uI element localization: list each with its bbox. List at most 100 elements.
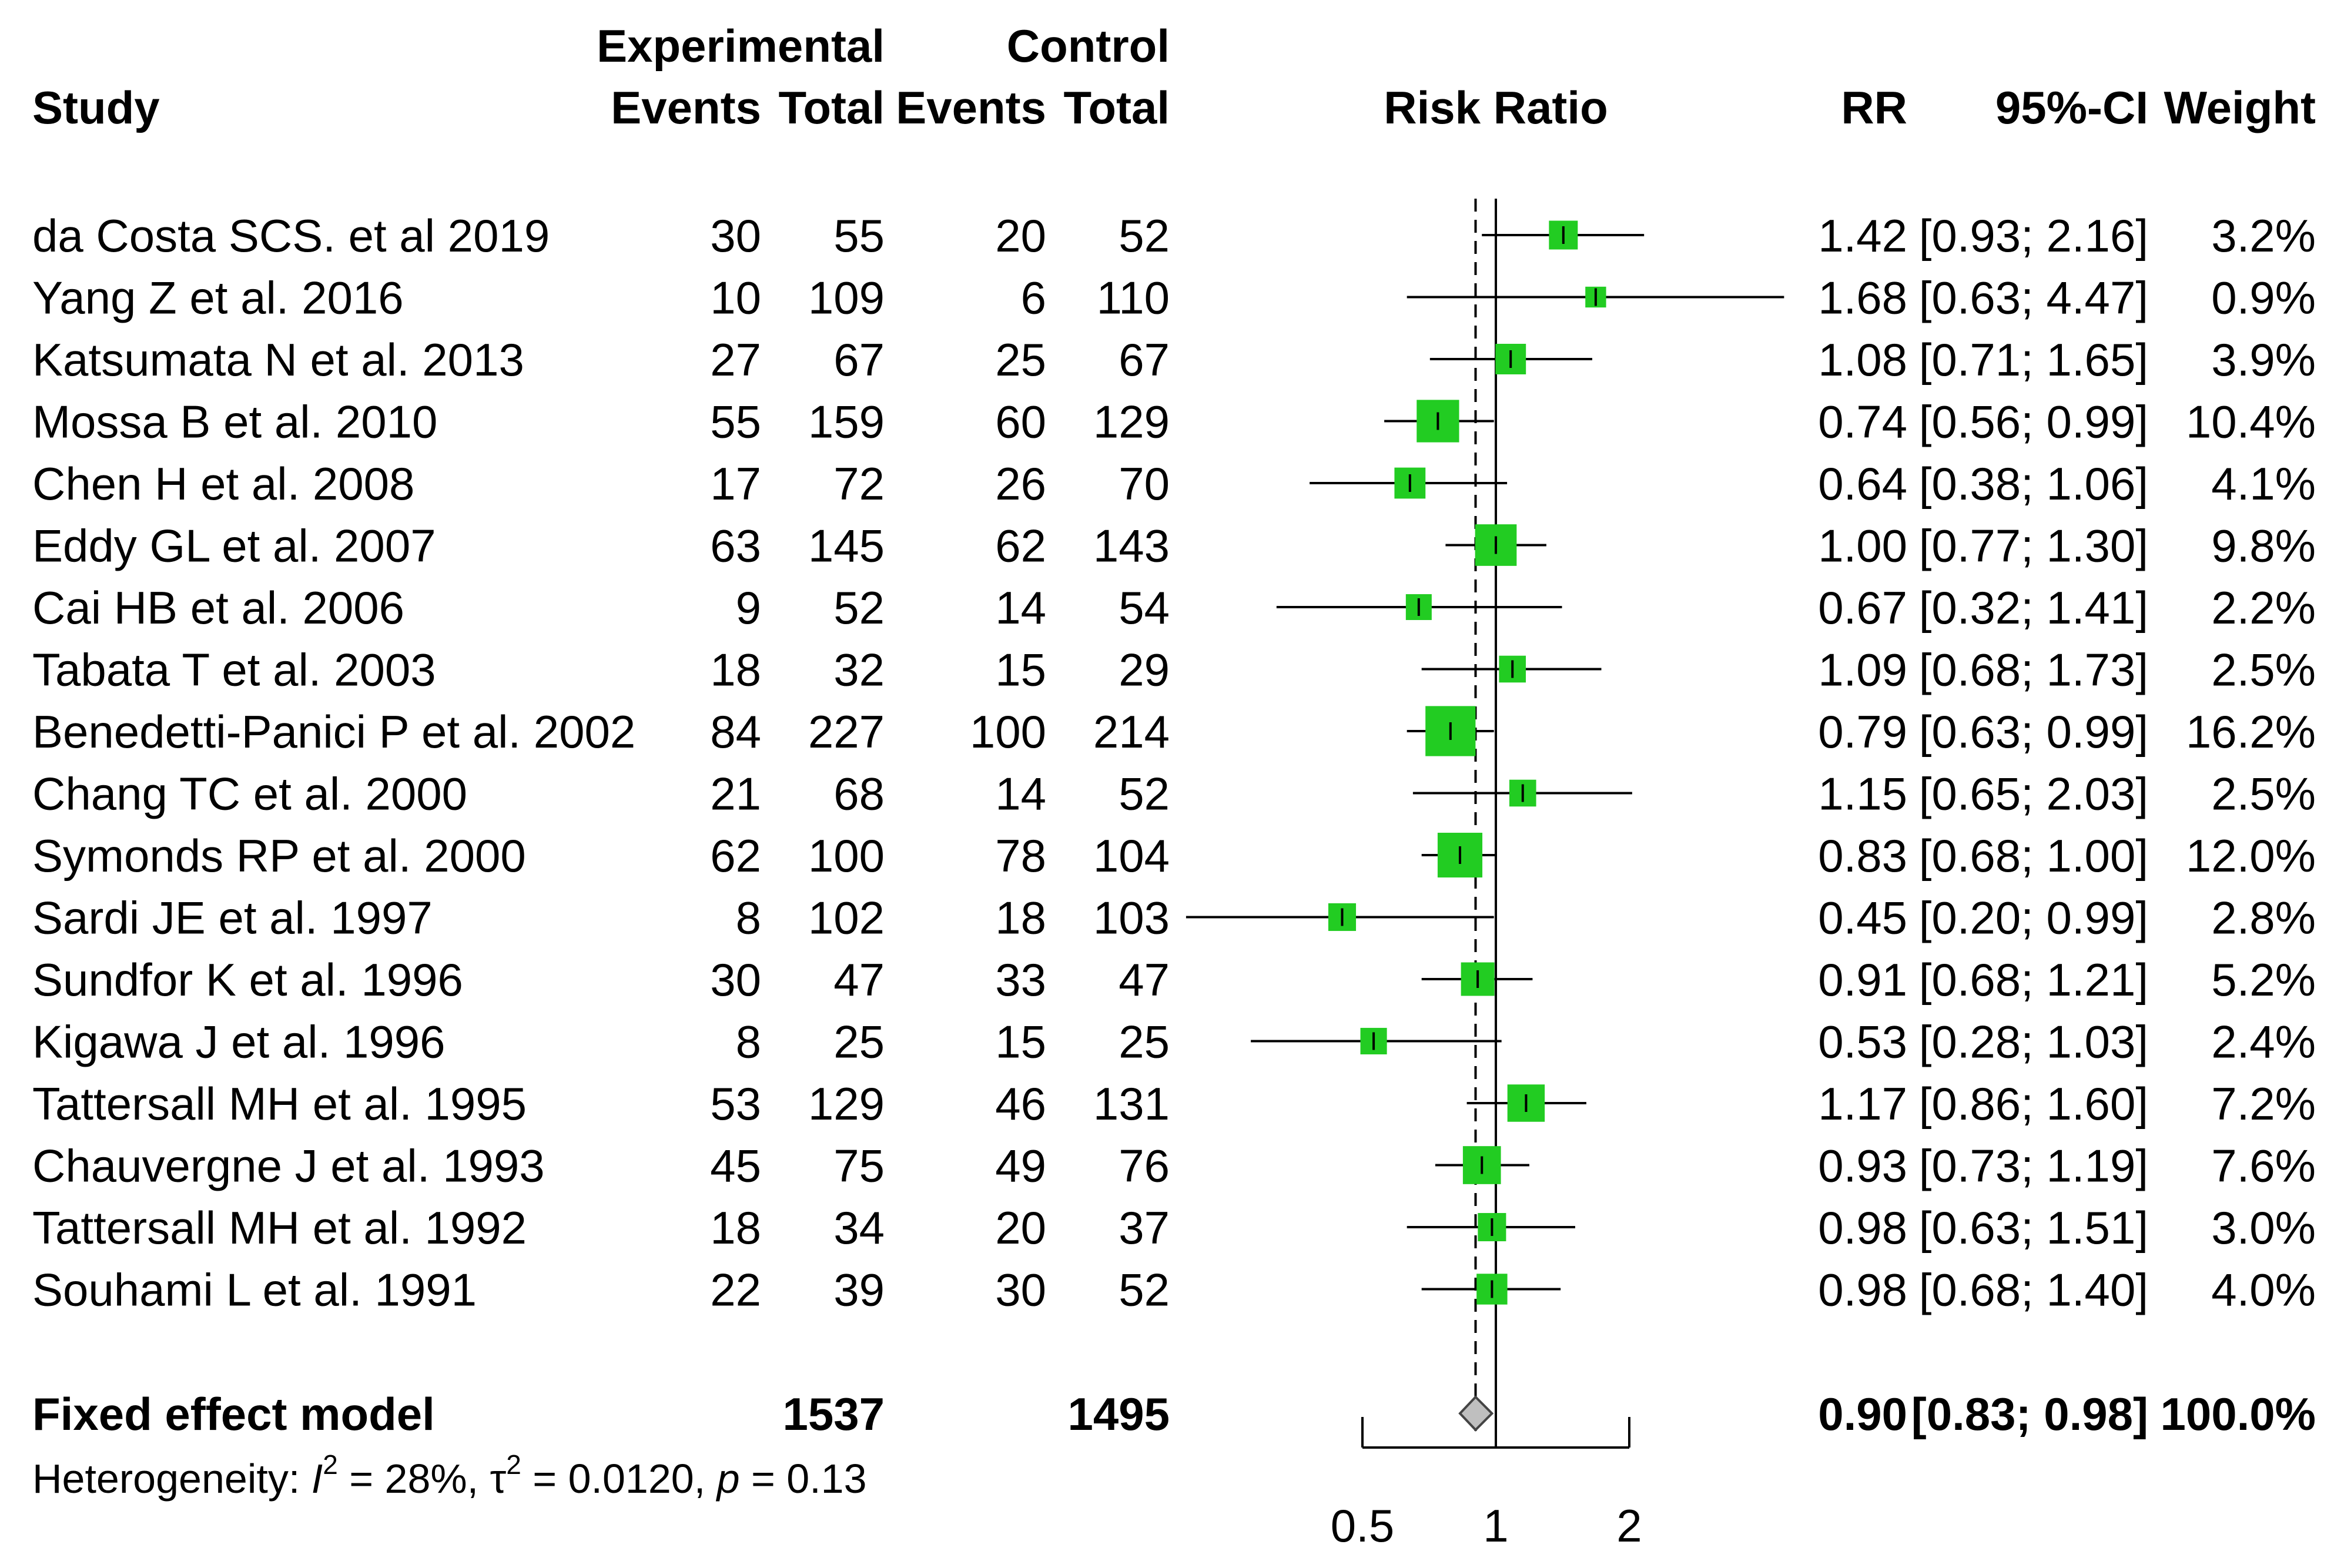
pooled-ci: [0.83; 0.98] <box>1911 1388 2148 1440</box>
ci-value: [0.38; 1.06] <box>1919 458 2148 510</box>
rr-value: 1.42 <box>1818 210 1907 262</box>
rr-value: 1.09 <box>1818 644 1907 696</box>
ctrl-events: 18 <box>995 892 1046 944</box>
rr-value: 0.74 <box>1818 396 1907 448</box>
rr-value: 0.83 <box>1818 830 1907 882</box>
exp-events: 45 <box>710 1140 761 1192</box>
ctrl-total: 76 <box>1119 1140 1170 1192</box>
het-p-value: = 0.13 <box>740 1456 867 1502</box>
rr-value: 0.98 <box>1818 1264 1907 1316</box>
exp-events: 8 <box>736 1016 761 1068</box>
weight-value: 7.2% <box>2211 1078 2316 1130</box>
rr-value: 1.00 <box>1818 520 1907 572</box>
header-control: Control <box>1007 20 1170 72</box>
ci-value: [0.63; 4.47] <box>1919 272 2148 324</box>
ctrl-total: 37 <box>1119 1202 1170 1254</box>
ci-value: [0.77; 1.30] <box>1919 520 2148 572</box>
ctrl-total: 54 <box>1119 582 1170 634</box>
pooled-diamond <box>1458 1395 1494 1432</box>
ctrl-events: 30 <box>995 1264 1046 1316</box>
header-ctrl-total: Total <box>1063 82 1170 133</box>
pooled-ctrl-total: 1495 <box>1067 1388 1170 1440</box>
study-name: Eddy GL et al. 2007 <box>32 520 436 572</box>
ctrl-events: 33 <box>995 954 1046 1006</box>
exp-total: 25 <box>833 1016 885 1068</box>
exp-total: 109 <box>808 272 885 324</box>
pooled-rr: 0.90 <box>1818 1388 1907 1440</box>
exp-total: 39 <box>833 1264 885 1316</box>
ctrl-total: 110 <box>1097 272 1170 324</box>
exp-total: 75 <box>833 1140 885 1192</box>
exp-total: 68 <box>833 768 885 820</box>
ctrl-total: 214 <box>1093 706 1170 758</box>
het-i2-symbol: I <box>312 1456 323 1502</box>
exp-events: 21 <box>710 768 761 820</box>
study-name: Chauvergne J et al. 1993 <box>32 1140 545 1192</box>
rr-value: 1.68 <box>1818 272 1907 324</box>
het-prefix: Heterogeneity: <box>32 1456 312 1502</box>
exp-events: 18 <box>710 644 761 696</box>
ctrl-total: 67 <box>1119 334 1170 386</box>
ctrl-events: 15 <box>995 1016 1046 1068</box>
exp-total: 55 <box>833 210 885 262</box>
exp-total: 100 <box>808 830 885 882</box>
study-name: Benedetti-Panici P et al. 2002 <box>32 706 635 758</box>
study-name: Tattersall MH et al. 1995 <box>32 1078 527 1130</box>
het-tau-symbol: τ <box>490 1456 507 1502</box>
weight-value: 0.9% <box>2211 272 2316 324</box>
exp-events: 17 <box>710 458 761 510</box>
ci-value: [0.68; 1.00] <box>1919 830 2148 882</box>
exp-events: 53 <box>710 1078 761 1130</box>
weight-value: 4.1% <box>2211 458 2316 510</box>
ctrl-total: 131 <box>1093 1078 1170 1130</box>
ctrl-events: 100 <box>970 706 1046 758</box>
exp-total: 227 <box>808 706 885 758</box>
weight-value: 2.4% <box>2211 1016 2316 1068</box>
study-name: Chang TC et al. 2000 <box>32 768 467 820</box>
ci-value: [0.28; 1.03] <box>1919 1016 2148 1068</box>
weight-value: 3.9% <box>2211 334 2316 386</box>
rr-value: 0.64 <box>1818 458 1907 510</box>
weight-value: 2.8% <box>2211 892 2316 944</box>
ci-value: [0.63; 1.51] <box>1919 1202 2148 1254</box>
study-name: Cai HB et al. 2006 <box>32 582 404 634</box>
weight-value: 12.0% <box>2186 830 2316 882</box>
study-name: Symonds RP et al. 2000 <box>32 830 526 882</box>
exp-total: 32 <box>833 644 885 696</box>
x-axis-tick-label: 1 <box>1483 1500 1508 1552</box>
header-ctrl-events: Events <box>896 82 1046 133</box>
exp-events: 63 <box>710 520 761 572</box>
exp-events: 62 <box>710 830 761 882</box>
header-exp-total: Total <box>778 82 885 133</box>
ctrl-events: 25 <box>995 334 1046 386</box>
ctrl-events: 26 <box>995 458 1046 510</box>
plot-area: 0.5 1 2 <box>1186 199 1784 1552</box>
heterogeneity-text: Heterogeneity: I2 = 28%, τ2 = 0.0120, p … <box>32 1449 867 1502</box>
ctrl-events: 20 <box>995 1202 1046 1254</box>
exp-events: 30 <box>710 210 761 262</box>
weight-value: 10.4% <box>2186 396 2316 448</box>
het-p-symbol: p <box>716 1456 740 1502</box>
study-rows: da Costa SCS. et al 2019 30 55 20 52 1.42 [0.9… <box>32 210 2316 1316</box>
exp-total: 47 <box>833 954 885 1006</box>
weight-value: 2.5% <box>2211 644 2316 696</box>
het-i2-exp: 2 <box>323 1449 338 1480</box>
ctrl-total: 104 <box>1093 830 1170 882</box>
exp-events: 18 <box>710 1202 761 1254</box>
ci-value: [0.20; 0.99] <box>1919 892 2148 944</box>
exp-events: 9 <box>736 582 761 634</box>
exp-events: 84 <box>710 706 761 758</box>
ctrl-total: 70 <box>1119 458 1170 510</box>
ci-value: [0.65; 2.03] <box>1919 768 2148 820</box>
ci-value: [0.86; 1.60] <box>1919 1078 2148 1130</box>
study-name: Tattersall MH et al. 1992 <box>32 1202 527 1254</box>
study-name: Tabata T et al. 2003 <box>32 644 436 696</box>
ctrl-events: 20 <box>995 210 1046 262</box>
exp-total: 52 <box>833 582 885 634</box>
rr-value: 1.15 <box>1818 768 1907 820</box>
pooled-label: Fixed effect model <box>32 1388 435 1440</box>
ci-value: [0.32; 1.41] <box>1919 582 2148 634</box>
ctrl-total: 103 <box>1093 892 1170 944</box>
exp-events: 10 <box>710 272 761 324</box>
study-name: Yang Z et al. 2016 <box>32 272 404 324</box>
